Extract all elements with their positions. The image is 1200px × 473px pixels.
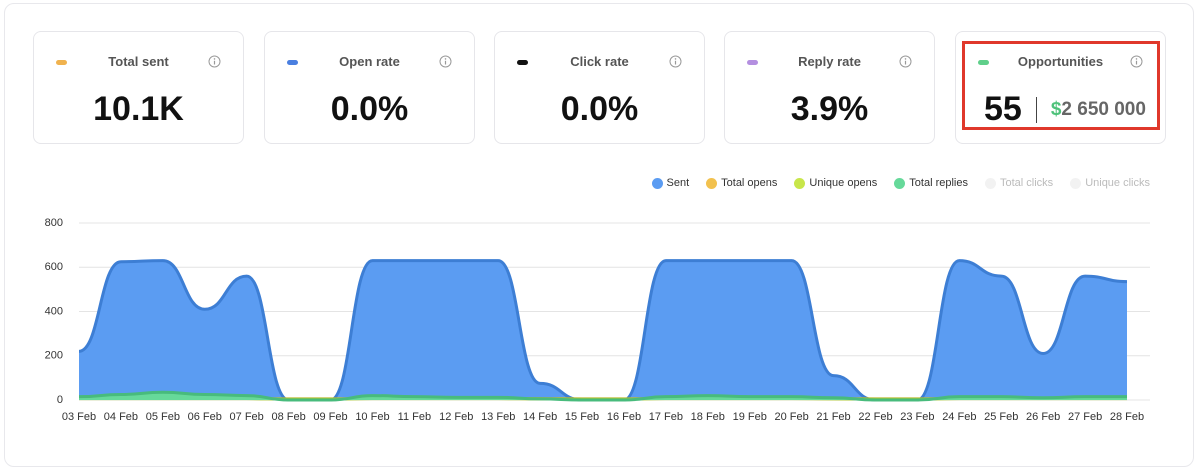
card-title: Reply rate bbox=[798, 54, 861, 69]
card-value: 10.1K bbox=[93, 90, 184, 128]
y-tick-label: 200 bbox=[45, 350, 63, 362]
info-icon[interactable] bbox=[439, 55, 452, 68]
info-icon[interactable] bbox=[208, 55, 221, 68]
card-title: Opportunities bbox=[1017, 54, 1104, 69]
info-icon[interactable] bbox=[669, 55, 682, 68]
legend-label: Total opens bbox=[721, 177, 778, 189]
x-tick-label: 08 Feb bbox=[271, 411, 305, 423]
x-tick-label: 26 Feb bbox=[1026, 411, 1060, 423]
legend-label: Unique clicks bbox=[1085, 177, 1150, 189]
color-dot bbox=[517, 60, 528, 65]
legend-item[interactable]: Unique clicks bbox=[1070, 177, 1150, 189]
card-title: Open rate bbox=[339, 54, 400, 69]
x-tick-label: 15 Feb bbox=[565, 411, 599, 423]
x-tick-label: 04 Feb bbox=[104, 411, 138, 423]
x-tick-label: 13 Feb bbox=[481, 411, 515, 423]
legend-dot bbox=[651, 177, 663, 189]
y-tick-label: 600 bbox=[45, 261, 63, 273]
kpi-card[interactable]: Open rate 0.0% bbox=[264, 31, 475, 144]
x-tick-label: 25 Feb bbox=[984, 411, 1018, 423]
color-dot bbox=[287, 60, 298, 65]
legend-label: Total replies bbox=[909, 177, 968, 189]
legend-item[interactable]: Total opens bbox=[706, 177, 777, 189]
separator bbox=[1035, 96, 1037, 123]
x-tick-label: 11 Feb bbox=[398, 411, 431, 423]
legend-dot bbox=[1070, 177, 1082, 189]
legend-item[interactable]: Sent bbox=[651, 177, 690, 189]
x-tick-label: 28 Feb bbox=[1110, 411, 1144, 423]
line bbox=[78, 390, 1127, 402]
legend-dot bbox=[985, 177, 996, 189]
legend-label: Total clicks bbox=[1000, 177, 1054, 189]
x-tick-label: 21 Feb bbox=[816, 411, 850, 423]
card-value: 0.0% bbox=[560, 90, 639, 128]
area bbox=[79, 260, 1127, 400]
x-tick-label: 20 Feb bbox=[775, 411, 809, 423]
color-dot bbox=[56, 60, 67, 65]
x-tick-label: 14 Feb bbox=[523, 411, 557, 423]
info-icon[interactable] bbox=[899, 55, 912, 68]
legend-dot bbox=[794, 177, 806, 189]
legend-item[interactable]: Total clicks bbox=[985, 177, 1053, 189]
kpi-card[interactable]: Opportunities 55 $2 650 000 bbox=[955, 31, 1166, 144]
opportunity-value: 55 $2 650 000 bbox=[984, 90, 1146, 129]
legend: Sent Total opens Unique opens Total replies… bbox=[651, 177, 1150, 189]
legend-label: Sent bbox=[666, 177, 690, 189]
legend-dot bbox=[894, 177, 906, 189]
y-tick-label: 800 bbox=[45, 217, 63, 229]
legend-dot bbox=[706, 177, 718, 189]
count: 55 bbox=[984, 90, 1022, 128]
color-dot bbox=[747, 60, 758, 65]
x-tick-label: 10 Feb bbox=[355, 411, 389, 423]
kpi-card[interactable]: Total sent 10.1K bbox=[33, 31, 244, 144]
amount: 2 650 000 bbox=[1061, 98, 1146, 120]
kpi-card[interactable]: Click rate 0.0% bbox=[494, 31, 705, 144]
x-tick-label: 17 Feb bbox=[649, 411, 683, 423]
legend-item[interactable]: Total replies bbox=[894, 177, 968, 189]
x-tick-label: 27 Feb bbox=[1068, 411, 1102, 423]
panel bbox=[4, 3, 1194, 467]
x-tick-label: 06 Feb bbox=[188, 411, 222, 423]
x-tick-label: 24 Feb bbox=[942, 411, 976, 423]
x-tick-label: 16 Feb bbox=[607, 411, 641, 423]
x-tick-label: 19 Feb bbox=[733, 411, 767, 423]
y-tick-label: 0 bbox=[57, 394, 63, 406]
card-title: Click rate bbox=[570, 54, 629, 69]
info-icon[interactable] bbox=[1130, 55, 1143, 68]
x-tick-label: 03 Feb bbox=[62, 411, 96, 423]
x-tick-label: 12 Feb bbox=[439, 411, 473, 423]
x-tick-label: 09 Feb bbox=[313, 411, 347, 423]
legend-item[interactable]: Unique opens bbox=[794, 177, 877, 189]
x-tick-label: 23 Feb bbox=[900, 411, 934, 423]
x-tick-label: 22 Feb bbox=[858, 411, 892, 423]
area bbox=[79, 392, 1127, 400]
color-dot bbox=[978, 60, 989, 65]
kpi-card[interactable]: Reply rate 3.9% bbox=[724, 31, 935, 144]
card-title: Total sent bbox=[108, 54, 169, 69]
y-tick-label: 400 bbox=[45, 305, 63, 317]
card-value: 3.9% bbox=[790, 90, 869, 128]
x-tick-label: 18 Feb bbox=[691, 411, 725, 423]
legend-label: Unique opens bbox=[809, 177, 878, 189]
card-value: 0.0% bbox=[330, 90, 409, 128]
x-tick-label: 05 Feb bbox=[146, 411, 180, 423]
currency: $ bbox=[1050, 98, 1062, 120]
x-tick-label: 07 Feb bbox=[230, 411, 264, 423]
highlight-box bbox=[962, 41, 1160, 130]
